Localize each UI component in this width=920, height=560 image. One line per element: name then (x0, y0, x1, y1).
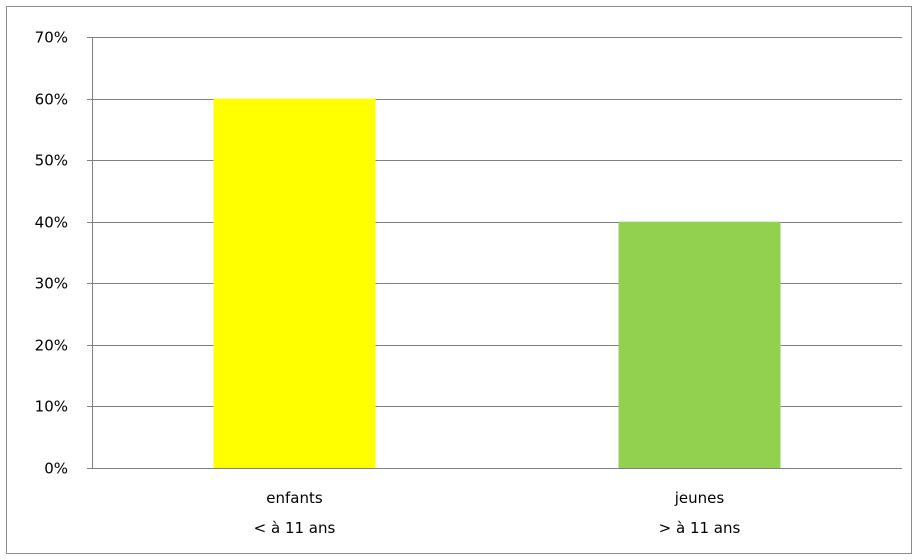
category-label: > à 11 ans (659, 519, 741, 537)
bar-0 (213, 98, 376, 469)
bar-1 (618, 221, 781, 468)
category-label: enfants (266, 489, 323, 507)
y-tick-label: 50% (35, 152, 68, 170)
y-tick-label: 0% (44, 460, 68, 478)
y-tick-label: 60% (35, 91, 68, 109)
y-tick-label: 10% (35, 398, 68, 416)
y-tick-label: 70% (35, 29, 68, 47)
category-label: jeunes (674, 489, 725, 507)
y-tick-label: 30% (35, 275, 68, 293)
y-tick-label: 40% (35, 214, 68, 232)
y-tick-label: 20% (35, 337, 68, 355)
category-label: < à 11 ans (254, 519, 336, 537)
